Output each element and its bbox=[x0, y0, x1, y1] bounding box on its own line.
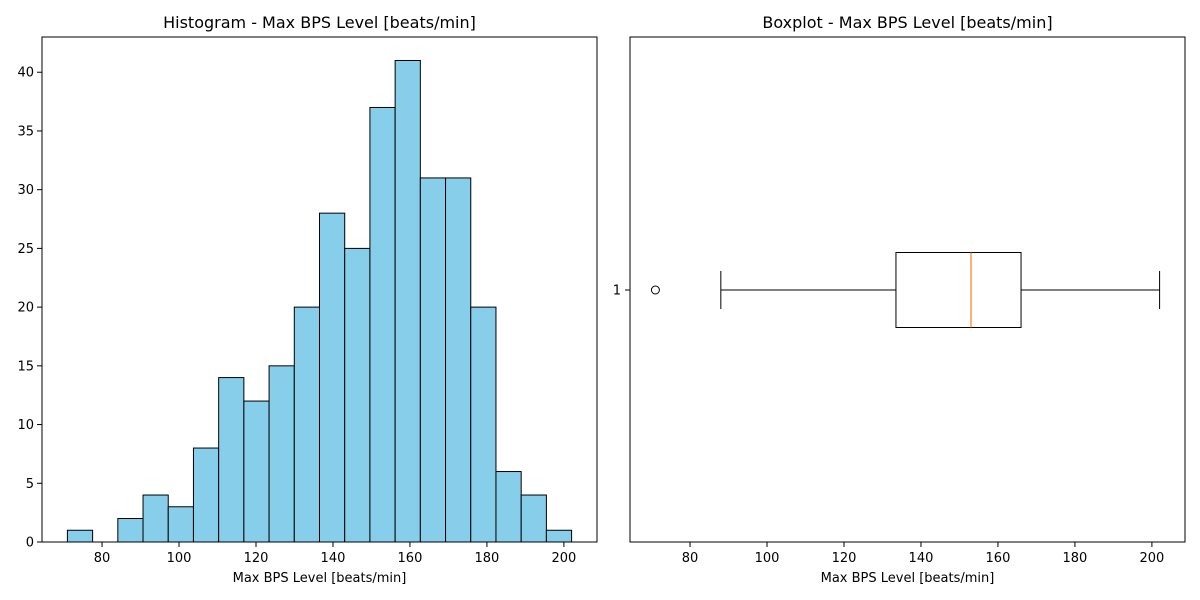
histogram-y-ticks: 0 5 10 15 20 25 30 35 40 bbox=[17, 66, 42, 551]
boxplot-x-ticks: 80 100 120 140 160 180 200 bbox=[682, 542, 1164, 566]
histogram-y-tick-label: 25 bbox=[17, 242, 34, 257]
histogram-bar bbox=[394, 59, 421, 543]
histogram-bar bbox=[243, 400, 270, 543]
histogram-x-axis-label: Max BPS Level [beats/min] bbox=[233, 571, 407, 586]
boxplot-marks bbox=[650, 252, 1161, 328]
histogram-y-tick-label: 15 bbox=[17, 359, 34, 374]
histogram-x-tick-label: 80 bbox=[94, 551, 111, 566]
histogram-bar bbox=[117, 518, 144, 543]
histogram-y-tick-label: 0 bbox=[26, 536, 34, 551]
histogram-bar bbox=[192, 447, 220, 543]
histogram-bar bbox=[495, 471, 522, 543]
histogram-bars bbox=[66, 59, 573, 543]
histogram-y-tick-label: 10 bbox=[17, 418, 34, 433]
histogram-x-tick-label: 140 bbox=[321, 551, 346, 566]
histogram-axes-frame bbox=[41, 36, 598, 543]
histogram-bar bbox=[344, 247, 371, 543]
histogram-bar bbox=[419, 177, 447, 543]
histogram-x-tick-label: 120 bbox=[244, 551, 269, 566]
histogram-y-tick-label: 5 bbox=[26, 477, 34, 492]
boxplot-axes-frame bbox=[629, 36, 1186, 543]
histogram-bar bbox=[142, 494, 169, 543]
boxplot-x-tick-label: 100 bbox=[755, 551, 780, 566]
histogram-bar bbox=[369, 106, 396, 543]
boxplot-x-tick-label: 160 bbox=[986, 551, 1011, 566]
histogram-bar bbox=[218, 377, 245, 543]
histogram-x-tick-label: 160 bbox=[398, 551, 423, 566]
histogram-bar bbox=[520, 494, 547, 543]
histogram-bar bbox=[293, 306, 320, 543]
histogram-panel: Histogram - Max BPS Level [beats/min] 80… bbox=[17, 13, 598, 586]
boxplot-x-tick-label: 80 bbox=[682, 551, 699, 566]
histogram-bar bbox=[66, 529, 94, 543]
histogram-x-tick-label: 180 bbox=[475, 551, 500, 566]
boxplot-outlier bbox=[650, 285, 660, 295]
boxplot-box bbox=[895, 252, 1022, 328]
histogram-y-tick-label: 40 bbox=[17, 66, 34, 81]
histogram-bar bbox=[470, 306, 497, 543]
histogram-y-tick-label: 35 bbox=[17, 124, 34, 139]
histogram-title: Histogram - Max BPS Level [beats/min] bbox=[163, 13, 476, 32]
histogram-y-tick-label: 30 bbox=[17, 183, 34, 198]
histogram-x-tick-label: 100 bbox=[167, 551, 192, 566]
histogram-x-ticks: 80 100 120 140 160 180 200 bbox=[94, 542, 576, 566]
histogram-bar bbox=[268, 365, 295, 543]
boxplot-y-ticks: 1 bbox=[613, 284, 630, 299]
histogram-bar bbox=[545, 529, 573, 543]
histogram-y-tick-label: 20 bbox=[17, 301, 34, 316]
boxplot-y-tick-label: 1 bbox=[613, 284, 621, 299]
boxplot-x-axis-label: Max BPS Level [beats/min] bbox=[821, 571, 995, 586]
histogram-bar bbox=[167, 506, 194, 543]
boxplot-x-tick-label: 140 bbox=[909, 551, 934, 566]
boxplot-x-tick-label: 120 bbox=[832, 551, 857, 566]
histogram-bar bbox=[319, 212, 346, 543]
boxplot-panel: Boxplot - Max BPS Level [beats/min] 80 10… bbox=[613, 13, 1186, 586]
histogram-bar bbox=[445, 177, 472, 543]
boxplot-title: Boxplot - Max BPS Level [beats/min] bbox=[762, 13, 1052, 32]
histogram-x-tick-label: 200 bbox=[551, 551, 576, 566]
boxplot-x-tick-label: 200 bbox=[1139, 551, 1164, 566]
boxplot-x-tick-label: 180 bbox=[1063, 551, 1088, 566]
